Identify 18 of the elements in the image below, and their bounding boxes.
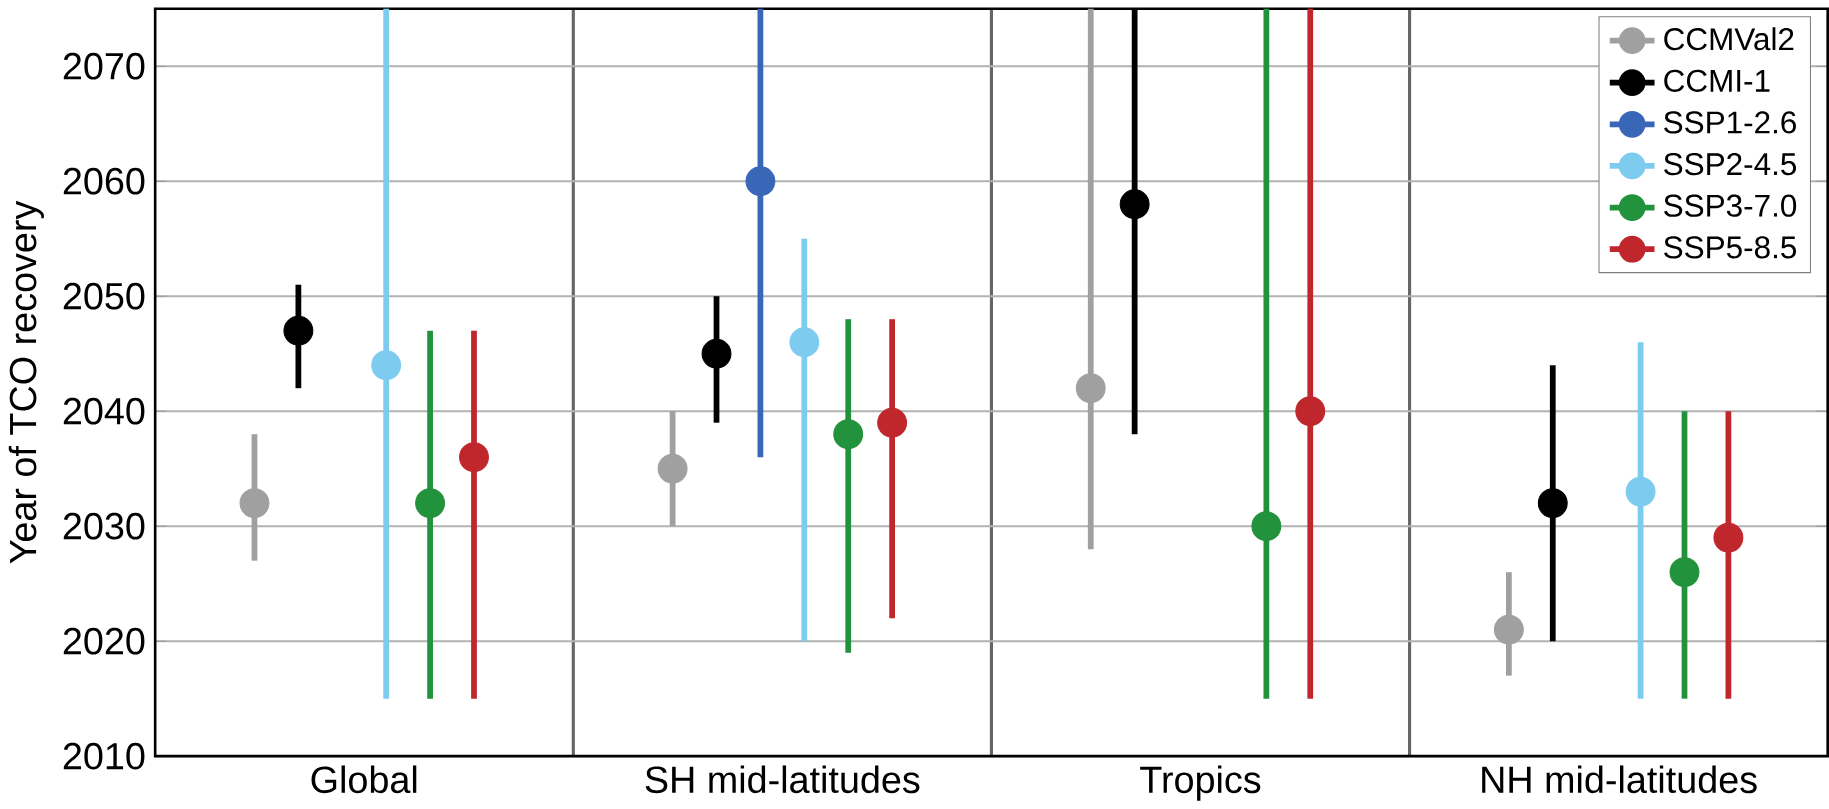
y-tick-label: 2050 (63, 282, 145, 310)
legend-label: SSP5-8.5 (1664, 236, 1796, 259)
y-tick-label: 2020 (63, 627, 145, 655)
y-tick-label: 2010 (63, 742, 145, 770)
y-tick-label: 2040 (63, 397, 145, 425)
x-tick-label: NH mid-latitudes (1482, 765, 1757, 793)
y-tick-label: 2070 (63, 52, 145, 80)
y-axis-title: Year of TCO recovery (8, 200, 44, 564)
legend-label: SSP2-4.5 (1664, 152, 1796, 176)
legend-label: CCMI-1 (1664, 69, 1770, 92)
y-tick-label: 2030 (63, 512, 145, 540)
legend-label: SSP3-7.0 (1664, 194, 1797, 217)
legend-label: SSP1-2.6 (1664, 111, 1796, 134)
x-tick-label: Tropics (1140, 765, 1261, 801)
x-tick-label: SH mid-latitudes (645, 765, 920, 793)
legend-label: CCMVal2 (1664, 27, 1794, 51)
y-tick-label: 2060 (63, 167, 145, 195)
x-tick-label: Global (311, 765, 417, 793)
